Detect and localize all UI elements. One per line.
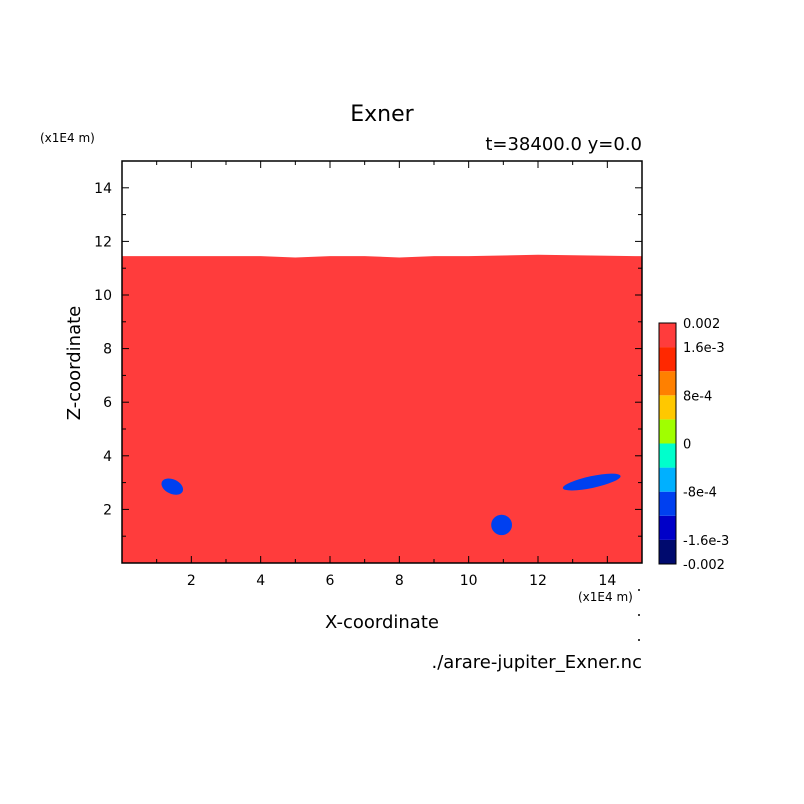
colorbar-label-5: 1.6e-3 <box>683 341 725 356</box>
colorbar-swatch-4 <box>659 443 676 468</box>
y-tick-label-4: 10 <box>94 288 112 304</box>
contour-blob-1 <box>491 514 512 536</box>
chart-title: Exner <box>350 102 414 127</box>
y-tick-label-6: 14 <box>94 181 112 197</box>
y-tick-label-1: 4 <box>103 449 112 465</box>
contour-blob-2 <box>562 473 621 491</box>
y-tick-label-3: 8 <box>103 342 112 358</box>
colorbar-border <box>658 322 677 565</box>
corner-marks <box>638 589 640 641</box>
x-tick-label-6: 14 <box>598 573 616 589</box>
x-tick-label-2: 6 <box>326 573 335 589</box>
colorbar-label-4: 8e-4 <box>683 389 712 404</box>
colorbar-label-3: 0 <box>683 438 691 453</box>
colorbar-swatch-0 <box>659 539 676 564</box>
filename-label: ./arare-jupiter_Exner.nc <box>432 652 642 673</box>
colorbar-swatch-1 <box>659 515 676 540</box>
plot-border <box>121 160 643 564</box>
x-unit-label: (x1E4 m) <box>578 590 633 604</box>
colorbar-swatch-8 <box>659 347 676 372</box>
x-tick-label-0: 2 <box>187 573 196 589</box>
y-tick-label-0: 2 <box>103 502 112 518</box>
x-tick-label-3: 8 <box>395 573 404 589</box>
colorbar-label-6: 0.002 <box>683 317 720 332</box>
colorbar-label-1: -1.6e-3 <box>683 534 729 549</box>
colorbar-swatch-9 <box>659 323 676 348</box>
chart-subtitle: t=38400.0 y=0.0 <box>485 134 642 155</box>
colorbar-swatch-6 <box>659 395 676 420</box>
colorbar-swatch-3 <box>659 467 676 492</box>
y-tick-label-5: 12 <box>94 234 112 250</box>
colorbar-swatch-5 <box>659 419 676 444</box>
y-tick-label-2: 6 <box>103 395 112 411</box>
x-axis-label: X-coordinate <box>325 612 439 633</box>
x-tick-label-4: 10 <box>460 573 478 589</box>
colorbar-label-2: -8e-4 <box>683 486 717 501</box>
colorbar-swatch-2 <box>659 491 676 516</box>
colorbar: -0.002 -1.6e-3 -8e-4 0 8e-4 1.6e-3 0.002 <box>658 317 729 573</box>
contour-blob-0 <box>161 478 184 495</box>
contour-band-6 <box>122 254 642 563</box>
plot-frame: 2 4 6 8 10 12 14 2 4 6 8 10 12 14 <box>94 160 643 589</box>
colorbar-label-0: -0.002 <box>683 558 725 573</box>
y-axis-label: Z-coordinate <box>64 306 85 421</box>
x-tick-label-1: 4 <box>256 573 265 589</box>
y-unit-label: (x1E4 m) <box>40 131 95 145</box>
colorbar-swatch-7 <box>659 371 676 396</box>
contour-plot-area <box>122 254 642 563</box>
x-tick-label-5: 12 <box>529 573 547 589</box>
